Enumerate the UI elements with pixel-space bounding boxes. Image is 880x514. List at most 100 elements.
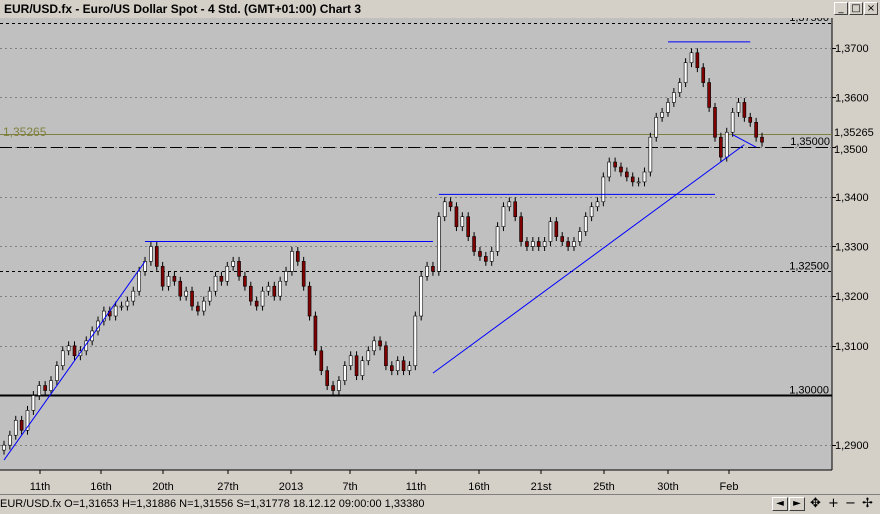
price-label-8: 1,32500 bbox=[789, 260, 829, 272]
candle-9 bbox=[55, 361, 59, 386]
candle-116 bbox=[683, 58, 688, 88]
candle-58 bbox=[343, 361, 347, 386]
price-label-7: 1,3300 bbox=[835, 241, 869, 253]
candle-75 bbox=[442, 197, 447, 222]
scroll-right-icon[interactable]: ► bbox=[789, 497, 805, 511]
candle-113 bbox=[666, 97, 670, 117]
price-labels: 1,37500 1,3700 1,3600 1,35265 1,35000 1,3500 1… bbox=[789, 18, 874, 452]
candle-55 bbox=[325, 366, 329, 391]
candle-28 bbox=[166, 271, 171, 291]
candle-92 bbox=[542, 237, 547, 251]
price-label-11: 1,30000 bbox=[789, 384, 829, 396]
price-label-12: 1,2900 bbox=[835, 440, 869, 452]
candle-82 bbox=[484, 251, 488, 266]
candle-8 bbox=[49, 376, 53, 395]
time-label-7: 16th bbox=[468, 481, 489, 493]
candle-84 bbox=[495, 222, 500, 256]
candle-61 bbox=[360, 356, 365, 381]
candle-23 bbox=[137, 266, 141, 296]
price-label-0: 1,37500 bbox=[789, 18, 829, 24]
candle-79 bbox=[466, 212, 471, 242]
price-label-5: 1,3500 bbox=[834, 144, 868, 156]
crosshair-icon[interactable]: ✢ bbox=[862, 496, 873, 511]
candle-108 bbox=[636, 177, 641, 187]
candle-11 bbox=[66, 341, 71, 356]
time-label-0: 11th bbox=[30, 481, 51, 493]
candle-118 bbox=[695, 48, 700, 73]
candle-29 bbox=[172, 271, 177, 286]
candle-71 bbox=[419, 271, 423, 321]
candle-60 bbox=[354, 351, 359, 381]
candle-50 bbox=[295, 246, 300, 266]
candle-4 bbox=[25, 405, 30, 435]
title-bar[interactable]: EUR/USD.fx - Euro/US Dollar Spot - 4 Std… bbox=[0, 0, 880, 19]
candle-106 bbox=[625, 167, 629, 182]
candle-114 bbox=[672, 88, 676, 107]
candle-35 bbox=[207, 286, 212, 306]
candle-74 bbox=[437, 212, 441, 276]
time-label-6: 11th bbox=[406, 481, 427, 493]
candle-129 bbox=[760, 132, 764, 147]
candle-122 bbox=[719, 132, 723, 162]
time-label-4: 2013 bbox=[279, 481, 303, 493]
move-tool-icon[interactable]: ✥ bbox=[810, 496, 821, 511]
close-icon[interactable]: × bbox=[864, 2, 878, 15]
candle-100 bbox=[589, 202, 594, 222]
candle-80 bbox=[472, 232, 476, 256]
candle-109 bbox=[642, 167, 647, 187]
candle-43 bbox=[254, 296, 259, 311]
trendlines[interactable] bbox=[3, 41, 757, 461]
candle-25 bbox=[149, 242, 153, 266]
candle-86 bbox=[507, 197, 512, 212]
candle-59 bbox=[348, 351, 353, 371]
candle-112 bbox=[660, 107, 664, 122]
candle-103 bbox=[607, 157, 612, 182]
time-label-8: 21st bbox=[531, 481, 552, 493]
candle-119 bbox=[701, 63, 706, 88]
price-label-4: 1,35000 bbox=[790, 136, 830, 148]
candle-88 bbox=[519, 212, 523, 246]
candle-56 bbox=[331, 381, 335, 395]
candle-40 bbox=[237, 256, 241, 281]
candle-36 bbox=[213, 271, 218, 296]
candle-105 bbox=[619, 162, 623, 177]
candle-72 bbox=[425, 261, 429, 281]
candle-37 bbox=[219, 271, 224, 286]
window-title: EUR/USD.fx - Euro/US Dollar Spot - 4 Std… bbox=[4, 2, 362, 16]
candle-120 bbox=[707, 78, 711, 112]
candle-83 bbox=[489, 246, 494, 266]
candle-125 bbox=[736, 97, 741, 117]
candle-124 bbox=[730, 107, 735, 137]
candle-93 bbox=[548, 217, 553, 246]
candle-47 bbox=[278, 276, 282, 301]
candle-53 bbox=[313, 311, 318, 356]
candle-41 bbox=[243, 271, 247, 291]
candle-68 bbox=[401, 356, 406, 376]
maximize-icon[interactable]: □ bbox=[849, 2, 863, 15]
time-labels: 11th 16th 20th 27th 2013 7th 11th 16th 21st 25th 3… bbox=[30, 470, 738, 493]
price-label-1: 1,3700 bbox=[835, 43, 869, 55]
trendline-2[interactable] bbox=[432, 144, 745, 374]
time-label-5: 7th bbox=[342, 481, 357, 493]
candle-107 bbox=[630, 172, 635, 187]
trendline-0[interactable] bbox=[3, 261, 146, 461]
candle-70 bbox=[413, 311, 418, 371]
candle-64 bbox=[378, 336, 382, 351]
zoom-in-icon[interactable]: + bbox=[828, 496, 839, 511]
price-label-3: 1,35265 bbox=[834, 127, 874, 139]
price-chart[interactable]: 1,37500 1,3700 1,3600 1,35265 1,35000 1,3500 1… bbox=[0, 18, 880, 494]
scroll-left-icon[interactable]: ◄ bbox=[772, 497, 788, 511]
ohlc-readout: EUR/USD.fx O=1,31653 H=1,31886 N=1,31556… bbox=[0, 498, 425, 510]
candle-97 bbox=[572, 237, 576, 251]
candle-76 bbox=[448, 197, 453, 212]
trendline-5[interactable] bbox=[732, 134, 757, 148]
zoom-out-icon[interactable]: − bbox=[845, 496, 856, 511]
candle-69 bbox=[407, 361, 412, 376]
candle-81 bbox=[478, 246, 482, 261]
candle-85 bbox=[501, 202, 506, 232]
candle-94 bbox=[554, 217, 559, 242]
minimize-icon[interactable]: _ bbox=[834, 2, 848, 15]
candle-96 bbox=[566, 237, 570, 251]
candle-63 bbox=[372, 336, 376, 356]
candle-2 bbox=[13, 415, 18, 440]
